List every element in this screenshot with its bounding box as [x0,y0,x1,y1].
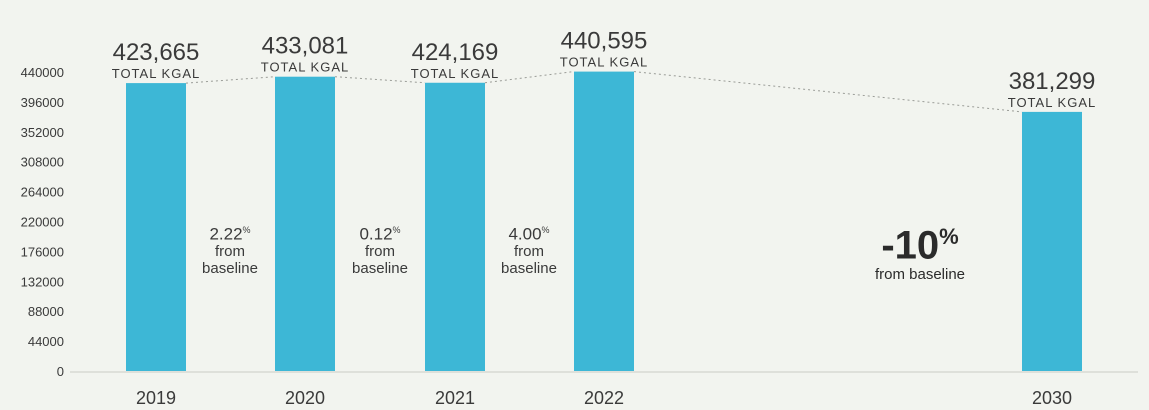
target-text: from baseline [874,266,966,284]
y-tick-label: 44000 [28,334,64,349]
x-tick-label: 2021 [435,388,475,408]
y-tick-label: 396000 [21,95,64,110]
change-value: 0.12% [359,224,401,244]
change-value: 4.00% [508,224,550,244]
bar-value-label: 381,299 [1009,68,1096,95]
change-text: from [514,242,544,260]
bar-value-sublabel: TOTAL KGAL [560,55,649,70]
change-annotation-2021: 0.12% from baseline [335,222,425,277]
y-tick-label: 88000 [28,304,64,319]
bar-value-sublabel: TOTAL KGAL [411,66,500,81]
bar-value-sublabel: TOTAL KGAL [261,60,350,75]
target-annotation-2030: -10% from baseline [840,216,1000,283]
bar-value-sublabel: TOTAL KGAL [112,66,201,81]
y-tick-label: 264000 [21,185,64,200]
bar-value-label: 440,595 [561,28,648,55]
bar-value-sublabel: TOTAL KGAL [1008,95,1097,110]
y-tick-label: 440000 [21,65,64,80]
bar [1022,111,1082,371]
target-value: -10% [881,223,959,268]
bar [126,83,186,371]
y-tick-label: 132000 [21,274,64,289]
bar-value-label: 424,169 [412,39,499,66]
y-tick-label: 308000 [21,155,64,170]
bar-connector-line [633,71,1023,113]
bar [275,76,335,371]
y-tick-label: 352000 [21,125,64,140]
change-text: from [215,242,245,260]
x-tick-label: 2022 [584,388,624,408]
bar [425,82,485,372]
change-text: baseline [352,259,408,277]
change-annotation-2020: 2.22% from baseline [185,222,275,277]
change-text: baseline [202,259,258,277]
bar-connector-line [334,76,426,84]
change-text: baseline [501,259,557,277]
y-tick-label: 176000 [21,244,64,259]
y-tick-label: 220000 [21,215,64,230]
change-annotation-2022: 4.00% from baseline [484,222,574,277]
bar [574,71,634,371]
change-value: 2.22% [209,224,251,244]
bar-value-label: 433,081 [262,33,349,60]
x-tick-label: 2019 [136,388,176,408]
x-tick-label: 2020 [285,388,325,408]
y-tick-label: 0 [57,364,64,379]
x-tick-label: 2030 [1032,388,1072,408]
bar-value-label: 423,665 [113,39,200,66]
change-text: from [365,242,395,260]
